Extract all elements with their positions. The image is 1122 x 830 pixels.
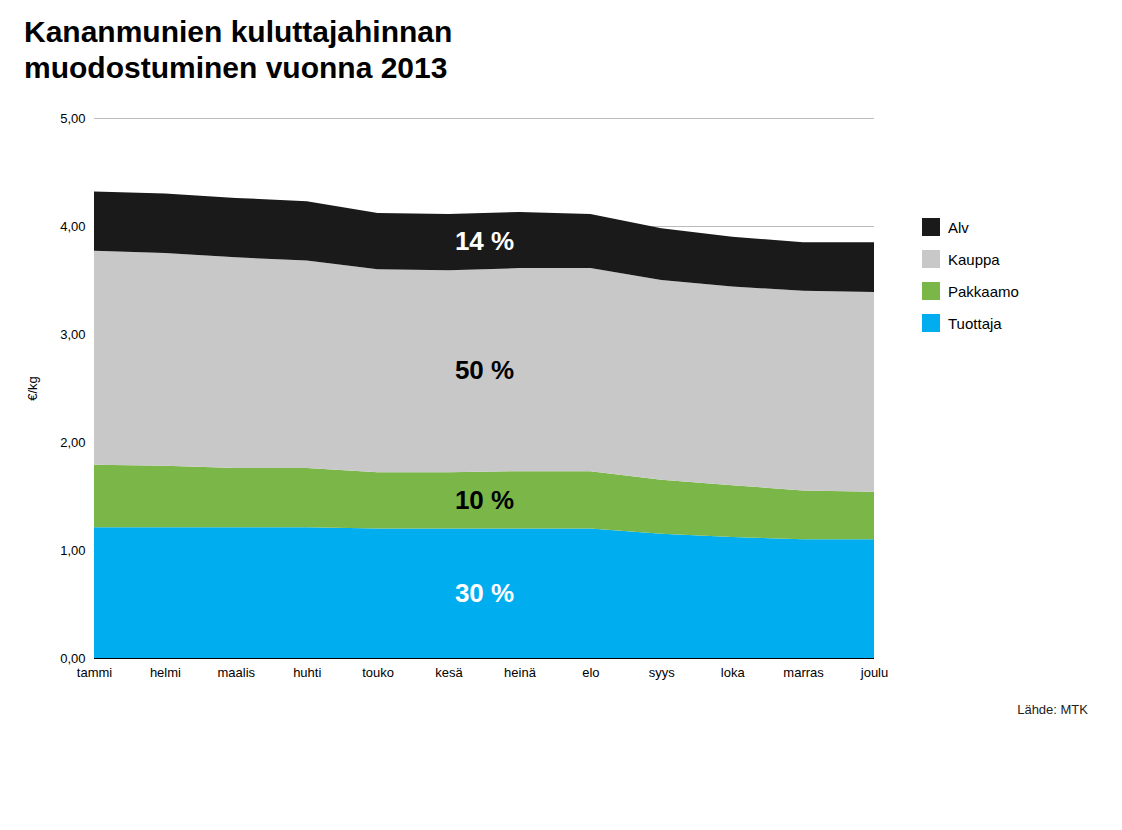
svg-text:loka: loka: [721, 665, 746, 680]
svg-text:huhti: huhti: [293, 665, 321, 680]
html-text:Lähde: MTK: Lähde: MTK: [1017, 702, 1088, 717]
svg-text:kesä: kesä: [435, 665, 463, 680]
svg-text:marras: marras: [783, 665, 824, 680]
svg-text:syys: syys: [649, 665, 676, 680]
svg-text:joulu: joulu: [860, 665, 888, 680]
svg-text:heinä: heinä: [504, 665, 537, 680]
svg-text:maalis: maalis: [218, 665, 256, 680]
svg-text:tammi: tammi: [77, 665, 113, 680]
svg-text:0,00: 0,00: [60, 651, 85, 666]
html-text:Tuottaja: Tuottaja: [948, 314, 1002, 332]
svg-text:10 %: 10 %: [455, 485, 514, 515]
svg-text:1,00: 1,00: [60, 543, 85, 558]
html-text:Kauppa: Kauppa: [948, 250, 1000, 268]
html-text:muodostuminen vuonna 2013: muodostuminen vuonna 2013: [24, 51, 448, 84]
svg-text:4,00: 4,00: [60, 219, 85, 234]
html-text:Pakkaamo: Pakkaamo: [948, 282, 1019, 300]
html-text:Kananmunien kuluttajahinnan: Kananmunien kuluttajahinnan: [24, 15, 453, 48]
svg-text:30 %: 30 %: [455, 578, 514, 608]
svg-text:€/kg: €/kg: [25, 376, 40, 401]
svg-text:50 %: 50 %: [455, 355, 514, 385]
svg-text:5,00: 5,00: [60, 111, 85, 126]
svg-text:elo: elo: [582, 665, 599, 680]
svg-text:2,00: 2,00: [60, 435, 85, 450]
svg-text:3,00: 3,00: [60, 327, 85, 342]
html-text:Alv: Alv: [948, 218, 969, 236]
svg-text:touko: touko: [362, 665, 394, 680]
svg-text:helmi: helmi: [150, 665, 181, 680]
svg-text:14 %: 14 %: [455, 226, 514, 256]
